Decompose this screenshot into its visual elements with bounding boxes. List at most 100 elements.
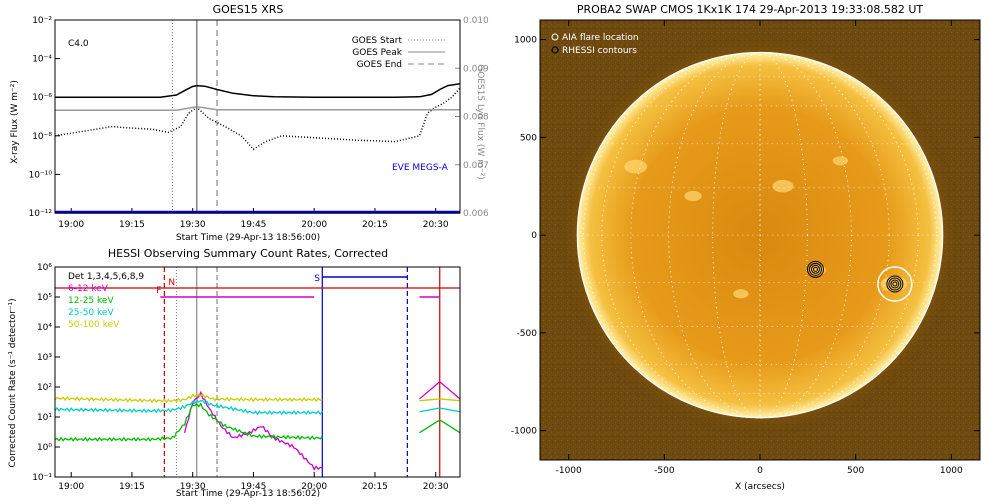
swap-axes: -1000 -500 0 500 1000 1000 500 0 -500 -1000 [511,20,980,476]
rhessi-contour [808,262,822,276]
grid-longitude [759,52,761,419]
rhessi-contour [890,279,900,289]
hessi-chart: HESSI Observing Summary Count Rates, Cor… [8,247,461,499]
goes-y2-label: GOES15 Lyα Flux (W m⁻²) [475,64,485,180]
hessi-y-tick-label: 10¹ [37,413,52,423]
goes-x-tick-label: 20:30 [423,220,449,230]
grid-longitude [630,52,890,419]
hessi-post-gap-line [419,407,440,413]
goes-x-tick-label: 19:15 [119,220,145,230]
goes-y2-tick-label: 0.007 [463,161,489,171]
grid-longitude [601,52,919,419]
active-region [772,179,794,193]
goes-y2-tick-label: 0.010 [463,16,489,26]
goes-y2-tick-label: 0.009 [463,64,489,74]
swap-x-tick-label: 0 [757,466,763,476]
hessi-legend-entry: 25-50 keV [68,308,114,318]
goes-y-tick-label: 10⁻⁴ [32,55,52,65]
hessi-frame [54,266,461,478]
goes-y-tick-label: 10⁻⁸ [32,132,52,142]
hessi-post-gap-line [439,419,461,434]
solar-disk-group [555,30,965,440]
hessi-y-tick-label: 10⁰ [37,443,52,453]
rhessi-contour [892,281,898,287]
hessi-legend: Det 1,3,4,5,6,8,9 6-12 keV 12-25 keV 25-50 … [68,272,144,330]
swap-x-tick-label: -500 [654,466,675,476]
hessi-series-line [183,390,323,471]
rhessi-contour [886,275,904,293]
active-region [733,289,749,299]
active-region [832,156,848,166]
solar-limb [576,51,944,419]
goes-y-tick-label: 10⁻¹⁰ [29,170,53,180]
hessi-legend-entry: 50-100 keV [68,320,120,330]
goes-plot-area: 10⁻² 10⁻⁴ 10⁻⁶ 10⁻⁸ 10⁻¹⁰ 10⁻¹² 0.010 0.009 0.00… [29,16,489,230]
hessi-series-line [54,399,323,416]
hessi-post-gap-line [439,398,461,402]
goes-frame [54,19,461,214]
swap-y-tick-label: 1000 [514,36,537,46]
eve-megs-annotation: EVE MEGS-A [392,163,449,173]
hessi-title: HESSI Observing Summary Count Rates, Cor… [108,247,388,260]
hessi-series-line [54,402,323,442]
goes-x-tick-label: 19:00 [58,220,84,230]
swap-x-tick-label: 500 [847,466,864,476]
hessi-legend-entry: 12-25 keV [68,296,114,306]
legend-goes-start: GOES Start [352,36,403,46]
goes-series-line [54,87,461,151]
hessi-marker-s: S [314,274,320,284]
hessi-x-tick-label: 19:00 [58,482,84,492]
swap-x-label: X (arcsecs) [735,482,785,492]
hessi-x-tick-label: 19:30 [180,482,206,492]
hessi-y-tick-label: 10⁵ [37,293,52,303]
hessi-y-tick-label: 10⁴ [37,323,52,333]
goes-x-tick-label: 20:00 [301,220,327,230]
hessi-x-tick-label: 20:00 [301,482,327,492]
legend-goes-end: GOES End [357,60,402,70]
rhessi-contour [888,277,902,291]
hessi-post-gap-line [439,381,461,400]
swap-x-tick-label: -1000 [556,466,582,476]
hessi-marker-n: N [168,278,175,288]
goes-x-label: Start Time (29-Apr-13 18:56:00) [176,233,320,243]
legend-goes-peak: GOES Peak [352,48,402,58]
swap-image-chart: PROBA2 SWAP CMOS 1Kx1K 174 29-Apr-2013 1… [511,3,981,492]
swap-y-tick-label: 0 [531,231,537,241]
goes-x-tick-label: 19:30 [180,220,206,230]
swap-x-tick-label: 1000 [940,466,963,476]
rhessi-contour [806,260,824,278]
grid-longitude [668,52,852,419]
hessi-y-tick-label: 10⁶ [37,263,52,273]
rhessi-contour [810,264,820,274]
swap-y-tick-label: -1000 [511,427,537,437]
hessi-legend-entry: 6-12 keV [68,284,109,294]
goes-x-tick-label: 20:15 [362,220,388,230]
legend-aia-flare: AIA flare location [562,33,639,43]
active-region [880,275,908,293]
goes-y-tick-label: 10⁻² [32,16,52,26]
hessi-x-tick-label: 19:15 [119,482,145,492]
goes-xrs-chart: GOES15 XRS X-ray Flux (W m⁻²) GOES15 Lyα… [10,3,489,243]
goes-x-tick-label: 19:45 [240,220,266,230]
hessi-post-gap-line [439,407,461,413]
hessi-panel: HESSI Observing Summary Count Rates, Cor… [0,245,500,500]
rhessi-contour [812,266,818,272]
hessi-x-tick-label: 20:15 [362,482,388,492]
goes-class-label: C4.0 [68,39,89,49]
hessi-legend-entry: Det 1,3,4,5,6,8,9 [68,272,144,282]
hessi-marker-f: F [156,286,161,296]
goes-y2-tick-label: 0.006 [463,209,489,219]
hessi-y-label: Corrected Count Rate (s⁻¹ detector⁻¹) [8,298,18,467]
hessi-post-gap-line [419,419,441,434]
active-region [684,190,702,202]
hessi-x-tick-label: 19:45 [240,482,266,492]
hessi-plot-area: 10⁶ 10⁵ 10⁴ 10³ 10² 10¹ 10⁰ 10⁻¹ 19:00 19:15 19:30… [32,263,461,492]
goes-series-line [55,82,461,98]
goes-y-tick-label: 10⁻¹² [29,209,53,219]
solar-disk [577,52,943,418]
goes-y-tick-label: 10⁻⁶ [32,93,52,103]
swap-title: PROBA2 SWAP CMOS 1Kx1K 174 29-Apr-2013 1… [577,3,924,16]
goes-title: GOES15 XRS [213,3,284,16]
swap-image-panel: PROBA2 SWAP CMOS 1Kx1K 174 29-Apr-2013 1… [500,0,1000,500]
grid-longitude [712,52,808,419]
